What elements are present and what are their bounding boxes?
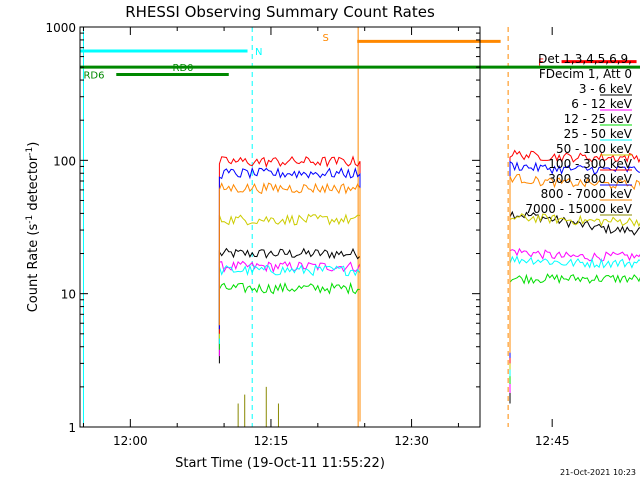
chart-title: RHESSI Observing Summary Count Rates [125,3,435,21]
series-line-seg1-3 [218,264,361,422]
legend-entry-6: 300 - 800 keV [548,172,632,186]
series-line-seg2-3 [509,255,640,377]
series-line-seg1-6 [218,166,361,422]
legend-entry-5: 100 - 300 keV [548,157,632,171]
x-tick-label-1: 12:15 [254,434,289,448]
y-label-main: Count Rate (s [26,224,41,313]
series-line-seg2-7 [509,173,640,353]
series-line-seg1-0 [218,247,361,422]
series-line-seg2-4 [509,213,640,370]
y-label-sup2: -1 [25,147,35,156]
legend-entry-0: 3 - 6 keV [579,82,633,96]
series-line-seg2-2 [509,273,640,384]
series-line-seg1-7 [218,182,361,422]
legend-header-line-1: Det 1,3,4,5,6,9, [538,52,632,66]
legend: Det 1,3,4,5,6,9, FDecim 1, Att 0 3 - 6 k… [525,52,632,216]
x-tick-label-3: 12:45 [535,434,570,448]
y-tick-label-2: 100 [53,154,76,168]
y-label-rest: detector [26,155,41,215]
y-label-end: ) [26,142,41,147]
plot-frame [79,26,481,428]
x-axis-label: Start Time (19-Oct-11 11:55:22) [175,456,385,471]
footer-timestamp: 21-Oct-2021 10:23 [560,468,636,477]
legend-entry-2: 12 - 25 keV [564,112,633,126]
legend-entry-3: 25 - 50 keV [564,127,633,141]
series-line-seg1-5 [218,155,361,422]
series-line-seg1-2 [218,281,361,422]
axes: 110100100012:0012:1512:3012:4513:0013:15… [45,21,570,448]
y-tick-label-1: 10 [61,288,76,302]
legend-entry-1: 6 - 12 keV [571,97,633,111]
y-tick-label-3: 1000 [45,21,76,35]
flag-label-rd0: RD0 [173,63,194,74]
x-tick-label-0: 12:00 [113,434,148,448]
x-tick-label-2: 12:30 [394,434,429,448]
series-line-seg2-6 [509,160,640,358]
flag-label-f: F [538,58,544,69]
legend-header-line-2: FDecim 1, Att 0 [539,67,632,81]
y-axis-label: Count Rate (s-1 detector-1) [25,142,41,313]
legend-entry-4: 50 - 100 keV [556,142,633,156]
series-line-seg2-5 [509,149,640,364]
legend-entry-7: 800 - 7000 keV [541,187,633,201]
legend-entry-8: 7000 - 15000 keV [525,202,632,216]
flag-label-n: N [255,47,262,58]
series-line-seg2-1 [509,247,640,393]
series-line-seg1-4 [218,213,361,422]
series-line-seg2-0 [509,210,640,404]
flag-label-s: S [323,33,329,44]
y-tick-label-0: 1 [68,421,76,435]
plot-content: N S F RD0 RD6 [80,27,640,427]
y-label-sup: -1 [25,215,35,224]
flag-label-rd6: RD6 [83,71,104,82]
